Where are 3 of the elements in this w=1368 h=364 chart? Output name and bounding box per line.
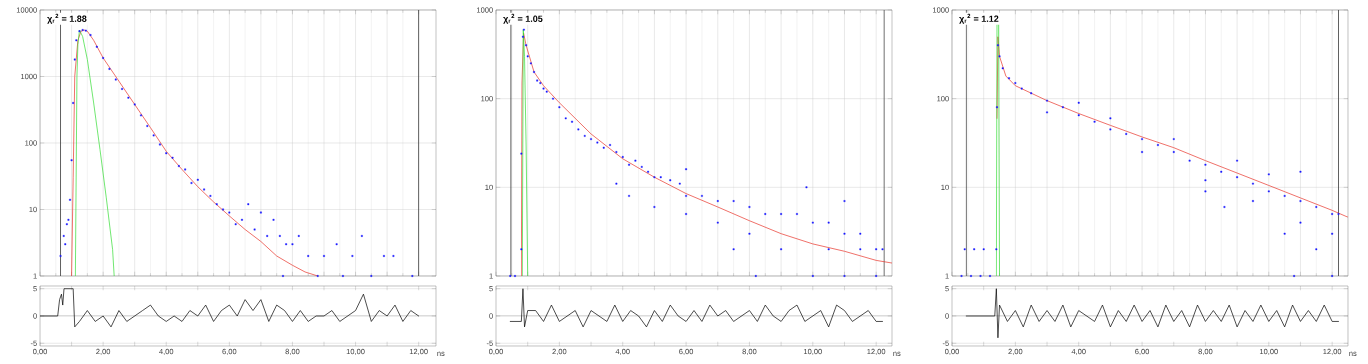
annotation: χ$_{r}$$^{2}$ = 1.05 bbox=[503, 13, 543, 24]
annotation: χ$_{r}$$^{2}$ = 1.88 bbox=[47, 13, 87, 24]
annotation: χ$_{r}$$^{2}$ = 1.12 bbox=[959, 13, 999, 24]
